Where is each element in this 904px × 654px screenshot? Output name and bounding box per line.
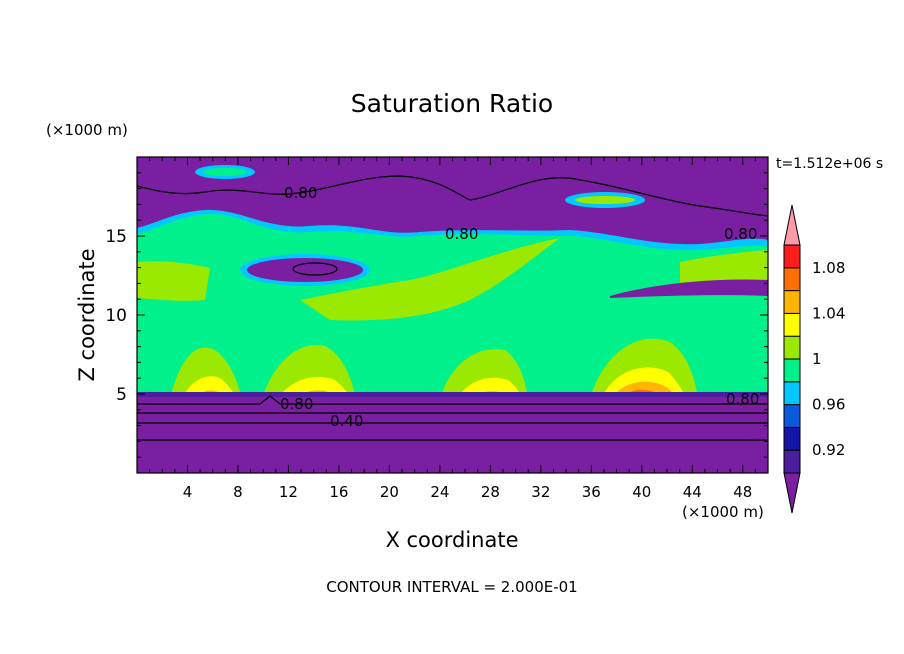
contour-lines [137, 175, 768, 441]
contour-label-group: 0.80 0.80 0.80 0.80 0.80 0.40 [280, 184, 759, 430]
colorbar-bin [783, 312, 801, 337]
time-label: t=1.512e+06 s [776, 156, 883, 172]
colorbar-bin [783, 244, 801, 269]
z-unit-label: (×1000 m) [46, 121, 128, 139]
x-tick-label: 28 [481, 483, 500, 501]
boundary-layer-edge [137, 392, 768, 397]
x-unit-label: (×1000 m) [682, 503, 764, 521]
colorbar-bin [783, 381, 801, 406]
contour-label: 0.80 [445, 225, 478, 243]
x-tick-label: 16 [329, 483, 348, 501]
upper-dry-band [137, 157, 768, 238]
colorbar-bin [783, 358, 801, 383]
contour-label: 0.80 [724, 225, 757, 243]
x-tick-label: 32 [531, 483, 550, 501]
x-tick-label: 24 [430, 483, 449, 501]
colorbar-bin [783, 426, 801, 451]
chart-title: Saturation Ratio [351, 89, 553, 118]
colorbar-label: 1.08 [812, 259, 845, 277]
x-tick-label: 12 [279, 483, 298, 501]
colorbar-bin [783, 449, 801, 474]
colorbar-bin [783, 404, 801, 428]
colorbar-bin [783, 290, 801, 314]
x-tick-label: 4 [183, 483, 193, 501]
plume-region [300, 238, 560, 321]
contour-label: 0.80 [726, 390, 759, 408]
dry-pocket [247, 258, 363, 282]
lower-dry-band [137, 396, 768, 473]
colorbar-label: 1.04 [812, 304, 845, 322]
x-tick-label: 48 [733, 483, 752, 501]
contour-label: 0.80 [284, 184, 317, 202]
colorbar-bin [783, 335, 801, 360]
x-tick-label: 8 [233, 483, 243, 501]
colorbar-bin [783, 204, 801, 246]
moist-patch-right-inner [575, 196, 635, 204]
z-axis-label: Z coordinate [75, 248, 99, 381]
z-tick-label: 15 [105, 227, 127, 247]
x-tick-label: 36 [582, 483, 601, 501]
x-axis: 4 8 12 16 20 24 28 32 36 40 44 48 [149, 157, 756, 501]
colorbar-bin [783, 472, 801, 514]
contour-label: 0.40 [330, 412, 363, 430]
contour-interval-footer: CONTOUR INTERVAL = 2.000E-01 [326, 578, 577, 596]
z-tick-label: 10 [105, 306, 127, 326]
colorbar-label: 1 [812, 350, 822, 368]
colorbar-bin [783, 267, 801, 292]
saturation-field [137, 157, 768, 473]
colorbar-label: 0.92 [812, 441, 845, 459]
x-tick-label: 44 [683, 483, 702, 501]
dry-tongue-right [610, 279, 768, 298]
colorbar-label: 0.96 [812, 396, 845, 414]
x-tick-label: 40 [632, 483, 651, 501]
colorbar: 0.92 0.96 1 1.04 1.08 [783, 204, 845, 514]
x-axis-label: X coordinate [385, 528, 518, 552]
x-tick-label: 20 [380, 483, 399, 501]
moist-patch-top-inner [203, 168, 247, 176]
plume-region-left [137, 261, 210, 301]
contour-label: 0.80 [280, 395, 313, 413]
z-tick-label: 5 [116, 385, 127, 405]
z-axis: 5 10 15 [105, 172, 768, 458]
